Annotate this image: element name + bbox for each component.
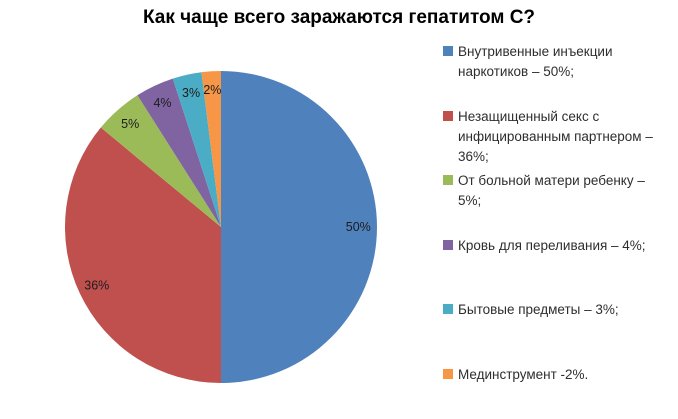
legend-label: Незащищенный секс с инфицированным партн… [458, 108, 653, 164]
slice-percent-label: 2% [203, 83, 221, 97]
legend-item-household-items: Бытовые предметы – 3%; [443, 300, 671, 365]
legend-label: Бытовые предметы – 3%; [458, 302, 619, 317]
chart-title: Как чаще всего заражаются гепатитом С? [142, 7, 536, 28]
legend-marker-icon [443, 46, 453, 56]
legend-marker-icon [443, 110, 453, 121]
legend-item-blood-transfusion: Кровь для переливания – 4%; [443, 236, 671, 301]
legend-item-iv-injections: Внутривенные инъекции наркотиков – 50%; [443, 42, 671, 107]
pie-slice [100, 95, 221, 227]
slice-percent-label: 4% [153, 96, 171, 110]
pie-slice [137, 78, 221, 227]
pie-slice [64, 127, 221, 383]
pie-slice [172, 72, 221, 227]
legend-marker-icon [443, 239, 453, 250]
legend-marker-icon [443, 175, 453, 185]
pie-slice [201, 71, 221, 227]
pie-slice [221, 71, 377, 383]
slice-percent-label: 36% [84, 279, 109, 293]
legend-label: Кровь для переливания – 4%; [458, 237, 646, 253]
slice-percent-label: 50% [346, 220, 371, 234]
legend-item-mother-to-child: От больной матери ребенку – 5%; [443, 171, 671, 236]
legend: Внутривенные инъекции наркотиков – 50%; … [443, 42, 671, 419]
legend-marker-icon [443, 368, 453, 379]
legend-label: Мединструмент -2%. [458, 366, 589, 382]
legend-label: Внутривенные инъекции наркотиков – 50%; [458, 44, 613, 79]
legend-item-medical-instruments: Мединструмент -2%. [443, 365, 671, 419]
legend-marker-icon [443, 304, 453, 314]
slice-percent-label: 3% [182, 86, 200, 100]
legend-item-unprotected-sex: Незащищенный секс с инфицированным партн… [443, 107, 671, 172]
legend-label: От больной матери ребенку – 5%; [458, 173, 645, 208]
slice-percent-label: 5% [121, 117, 139, 131]
